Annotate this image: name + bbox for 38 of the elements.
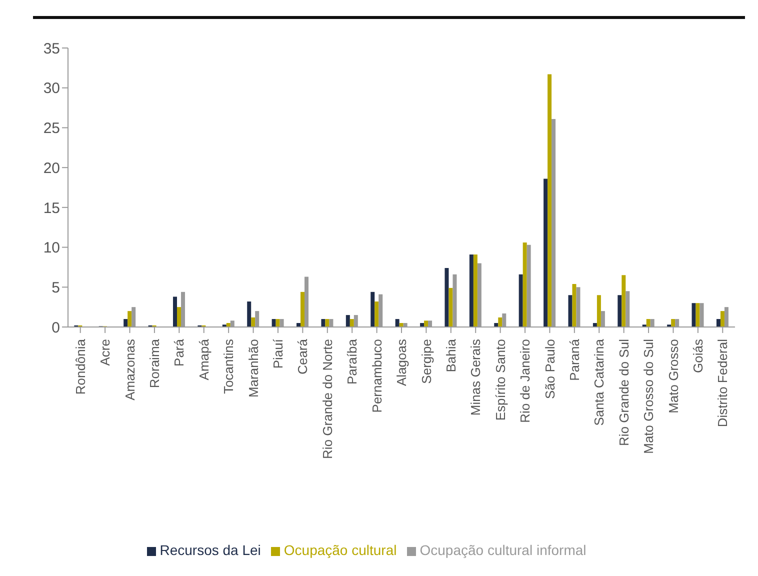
x-tick-label: Pernambuco xyxy=(369,339,384,413)
x-tick-label: Maranhão xyxy=(246,339,261,398)
y-tick-label: 15 xyxy=(43,200,60,217)
x-tick-label: Sergipe xyxy=(418,339,434,384)
y-tick-label: 10 xyxy=(43,240,60,257)
x-tick-label: Paraná xyxy=(566,338,582,381)
x-tick-label: Rio Grande do Sul xyxy=(616,338,632,446)
x-tick-label: Bahia xyxy=(443,338,458,372)
x-tick-label: Distrito Federal xyxy=(715,338,730,428)
x-tick-label: Paraíba xyxy=(344,338,360,385)
legend-label: Ocupação cultural xyxy=(284,542,397,558)
x-tick-label: Amapá xyxy=(196,338,212,380)
x-tick-label: Pará xyxy=(172,338,187,366)
x-tick-label: Goiás xyxy=(690,338,706,373)
x-tick-label: Ceará xyxy=(295,338,310,374)
x-tick-label: Piauí xyxy=(270,338,286,369)
x-tick-label: Amazonas xyxy=(122,338,138,400)
x-tick-label: Mato Grosso do Sul xyxy=(641,338,656,454)
y-tick-label: 0 xyxy=(52,319,60,336)
x-tick-label: Minas Gerais xyxy=(468,338,484,416)
y-tick-label: 30 xyxy=(43,80,60,98)
y-tick-label: 20 xyxy=(43,160,60,177)
y-tick-label: 5 xyxy=(52,279,60,296)
x-tick-label: Rio de Janeiro xyxy=(518,339,533,423)
x-tick-label: Tocantins xyxy=(221,338,236,394)
x-tick-label: Roraima xyxy=(147,338,162,388)
x-tick-label: Acre xyxy=(98,339,113,366)
x-tick-label: Santa Catarina xyxy=(592,338,607,426)
legend-label: Recursos da Lei xyxy=(160,542,261,558)
y-tick-label: 35 xyxy=(43,40,60,58)
x-tick-label: Alagoas xyxy=(394,338,410,386)
legend-label: Ocupação cultural informal xyxy=(420,542,586,558)
x-tick-label: São Paulo xyxy=(542,339,558,399)
x-tick-label: Mato Grosso xyxy=(666,339,681,414)
x-tick-label: Rio Grande do Norte xyxy=(320,339,335,459)
x-tick-label: Rondônia xyxy=(72,338,88,395)
y-tick-label: 25 xyxy=(43,120,60,138)
x-tick-label: Espírito Santo xyxy=(492,339,508,421)
